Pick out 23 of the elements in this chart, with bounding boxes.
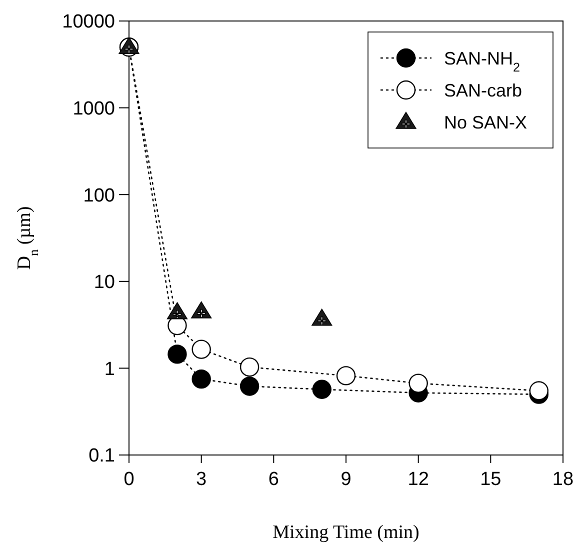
x-tick-label: 15 [480,469,502,490]
point [312,380,332,399]
x-tick-label: 9 [340,469,352,490]
legend-label: No SAN-X [444,112,528,132]
y-tick-label: 0.1 [88,446,115,467]
point [408,374,428,393]
y-tick-label: 1 [104,358,115,380]
legend-label: SAN-NH$_{2}$ [444,48,520,74]
point [192,369,211,389]
point [529,381,548,400]
x-axis-title: Mixing Time (min) [272,522,420,543]
y-tick-label: 1000 [72,98,115,120]
legend-label: SAN-carb [444,80,522,100]
x-tick-label: 3 [196,469,207,490]
point [240,376,260,396]
point [168,344,187,364]
y-tick-label: 10000 [62,12,115,33]
y-tick-label: 100 [83,185,115,206]
y-tick-label: 10 [94,272,115,294]
x-tick-label: 12 [408,469,429,490]
x-tick-label: 6 [268,469,279,490]
x-tick-label: 18 [552,469,574,490]
x-tick-label: 0 [124,469,134,490]
